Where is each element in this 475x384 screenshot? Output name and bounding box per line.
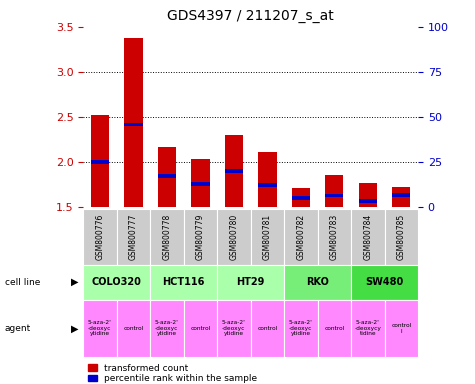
Bar [150, 300, 184, 357]
Bar [359, 199, 377, 203]
Text: ▶: ▶ [71, 277, 79, 287]
Bar [284, 209, 318, 265]
Bar [292, 189, 310, 207]
Text: control: control [257, 326, 277, 331]
Text: HCT116: HCT116 [162, 277, 205, 287]
Bar [191, 182, 209, 186]
Bar [292, 196, 310, 200]
Bar [83, 300, 117, 357]
Text: GSM800776: GSM800776 [95, 214, 104, 260]
Bar [392, 187, 410, 207]
Bar [251, 209, 284, 265]
Bar [325, 194, 343, 197]
Text: GSM800782: GSM800782 [296, 214, 305, 260]
Bar [392, 193, 410, 197]
Bar [150, 265, 217, 300]
Bar [83, 209, 117, 265]
Legend: transformed count, percentile rank within the sample: transformed count, percentile rank withi… [88, 364, 257, 383]
Bar [117, 300, 150, 357]
Bar [251, 300, 284, 357]
Text: COLO320: COLO320 [92, 277, 142, 287]
Bar [359, 183, 377, 207]
Text: GSM800784: GSM800784 [363, 214, 372, 260]
Bar [124, 38, 142, 207]
Bar [217, 265, 284, 300]
Bar [83, 265, 150, 300]
Text: GSM800780: GSM800780 [229, 214, 238, 260]
Text: 5-aza-2'
-deoxyc
ytidine: 5-aza-2' -deoxyc ytidine [88, 320, 112, 336]
Bar [91, 161, 109, 164]
Bar [284, 265, 351, 300]
Bar [150, 209, 184, 265]
Bar [351, 209, 385, 265]
Bar [158, 174, 176, 177]
Bar [91, 115, 109, 207]
Text: agent: agent [5, 324, 31, 333]
Bar [184, 209, 217, 265]
Text: SW480: SW480 [365, 277, 404, 287]
Bar [225, 135, 243, 207]
Title: GDS4397 / 211207_s_at: GDS4397 / 211207_s_at [167, 9, 334, 23]
Bar [385, 300, 418, 357]
Text: control: control [190, 326, 210, 331]
Text: control: control [324, 326, 344, 331]
Text: ▶: ▶ [71, 323, 79, 333]
Bar [117, 209, 150, 265]
Text: GSM800779: GSM800779 [196, 214, 205, 260]
Text: HT29: HT29 [237, 277, 265, 287]
Text: GSM800781: GSM800781 [263, 214, 272, 260]
Bar [258, 183, 276, 187]
Bar [191, 159, 209, 207]
Text: GSM800778: GSM800778 [162, 214, 171, 260]
Bar [217, 300, 251, 357]
Bar [385, 209, 418, 265]
Text: control
l: control l [391, 323, 411, 334]
Bar [217, 209, 251, 265]
Text: GSM800777: GSM800777 [129, 214, 138, 260]
Text: 5-aza-2'
-deoxyc
ytidine: 5-aza-2' -deoxyc ytidine [222, 320, 246, 336]
Bar [184, 300, 217, 357]
Text: cell line: cell line [5, 278, 40, 287]
Bar [351, 265, 418, 300]
Bar [124, 122, 142, 126]
Text: 5-aza-2'
-deoxyc
ytidine: 5-aza-2' -deoxyc ytidine [155, 320, 179, 336]
Text: control: control [123, 326, 143, 331]
Bar [158, 147, 176, 207]
Text: 5-aza-2'
-deoxyc
ytidine: 5-aza-2' -deoxyc ytidine [289, 320, 313, 336]
Bar [284, 300, 318, 357]
Bar [225, 169, 243, 173]
Bar [325, 175, 343, 207]
Bar [317, 300, 351, 357]
Bar [317, 209, 351, 265]
Text: GSM800783: GSM800783 [330, 214, 339, 260]
Text: 5-aza-2'
-deoxycy
tidine: 5-aza-2' -deoxycy tidine [354, 320, 381, 336]
Bar [351, 300, 385, 357]
Text: RKO: RKO [306, 277, 329, 287]
Bar [258, 152, 276, 207]
Text: GSM800785: GSM800785 [397, 214, 406, 260]
